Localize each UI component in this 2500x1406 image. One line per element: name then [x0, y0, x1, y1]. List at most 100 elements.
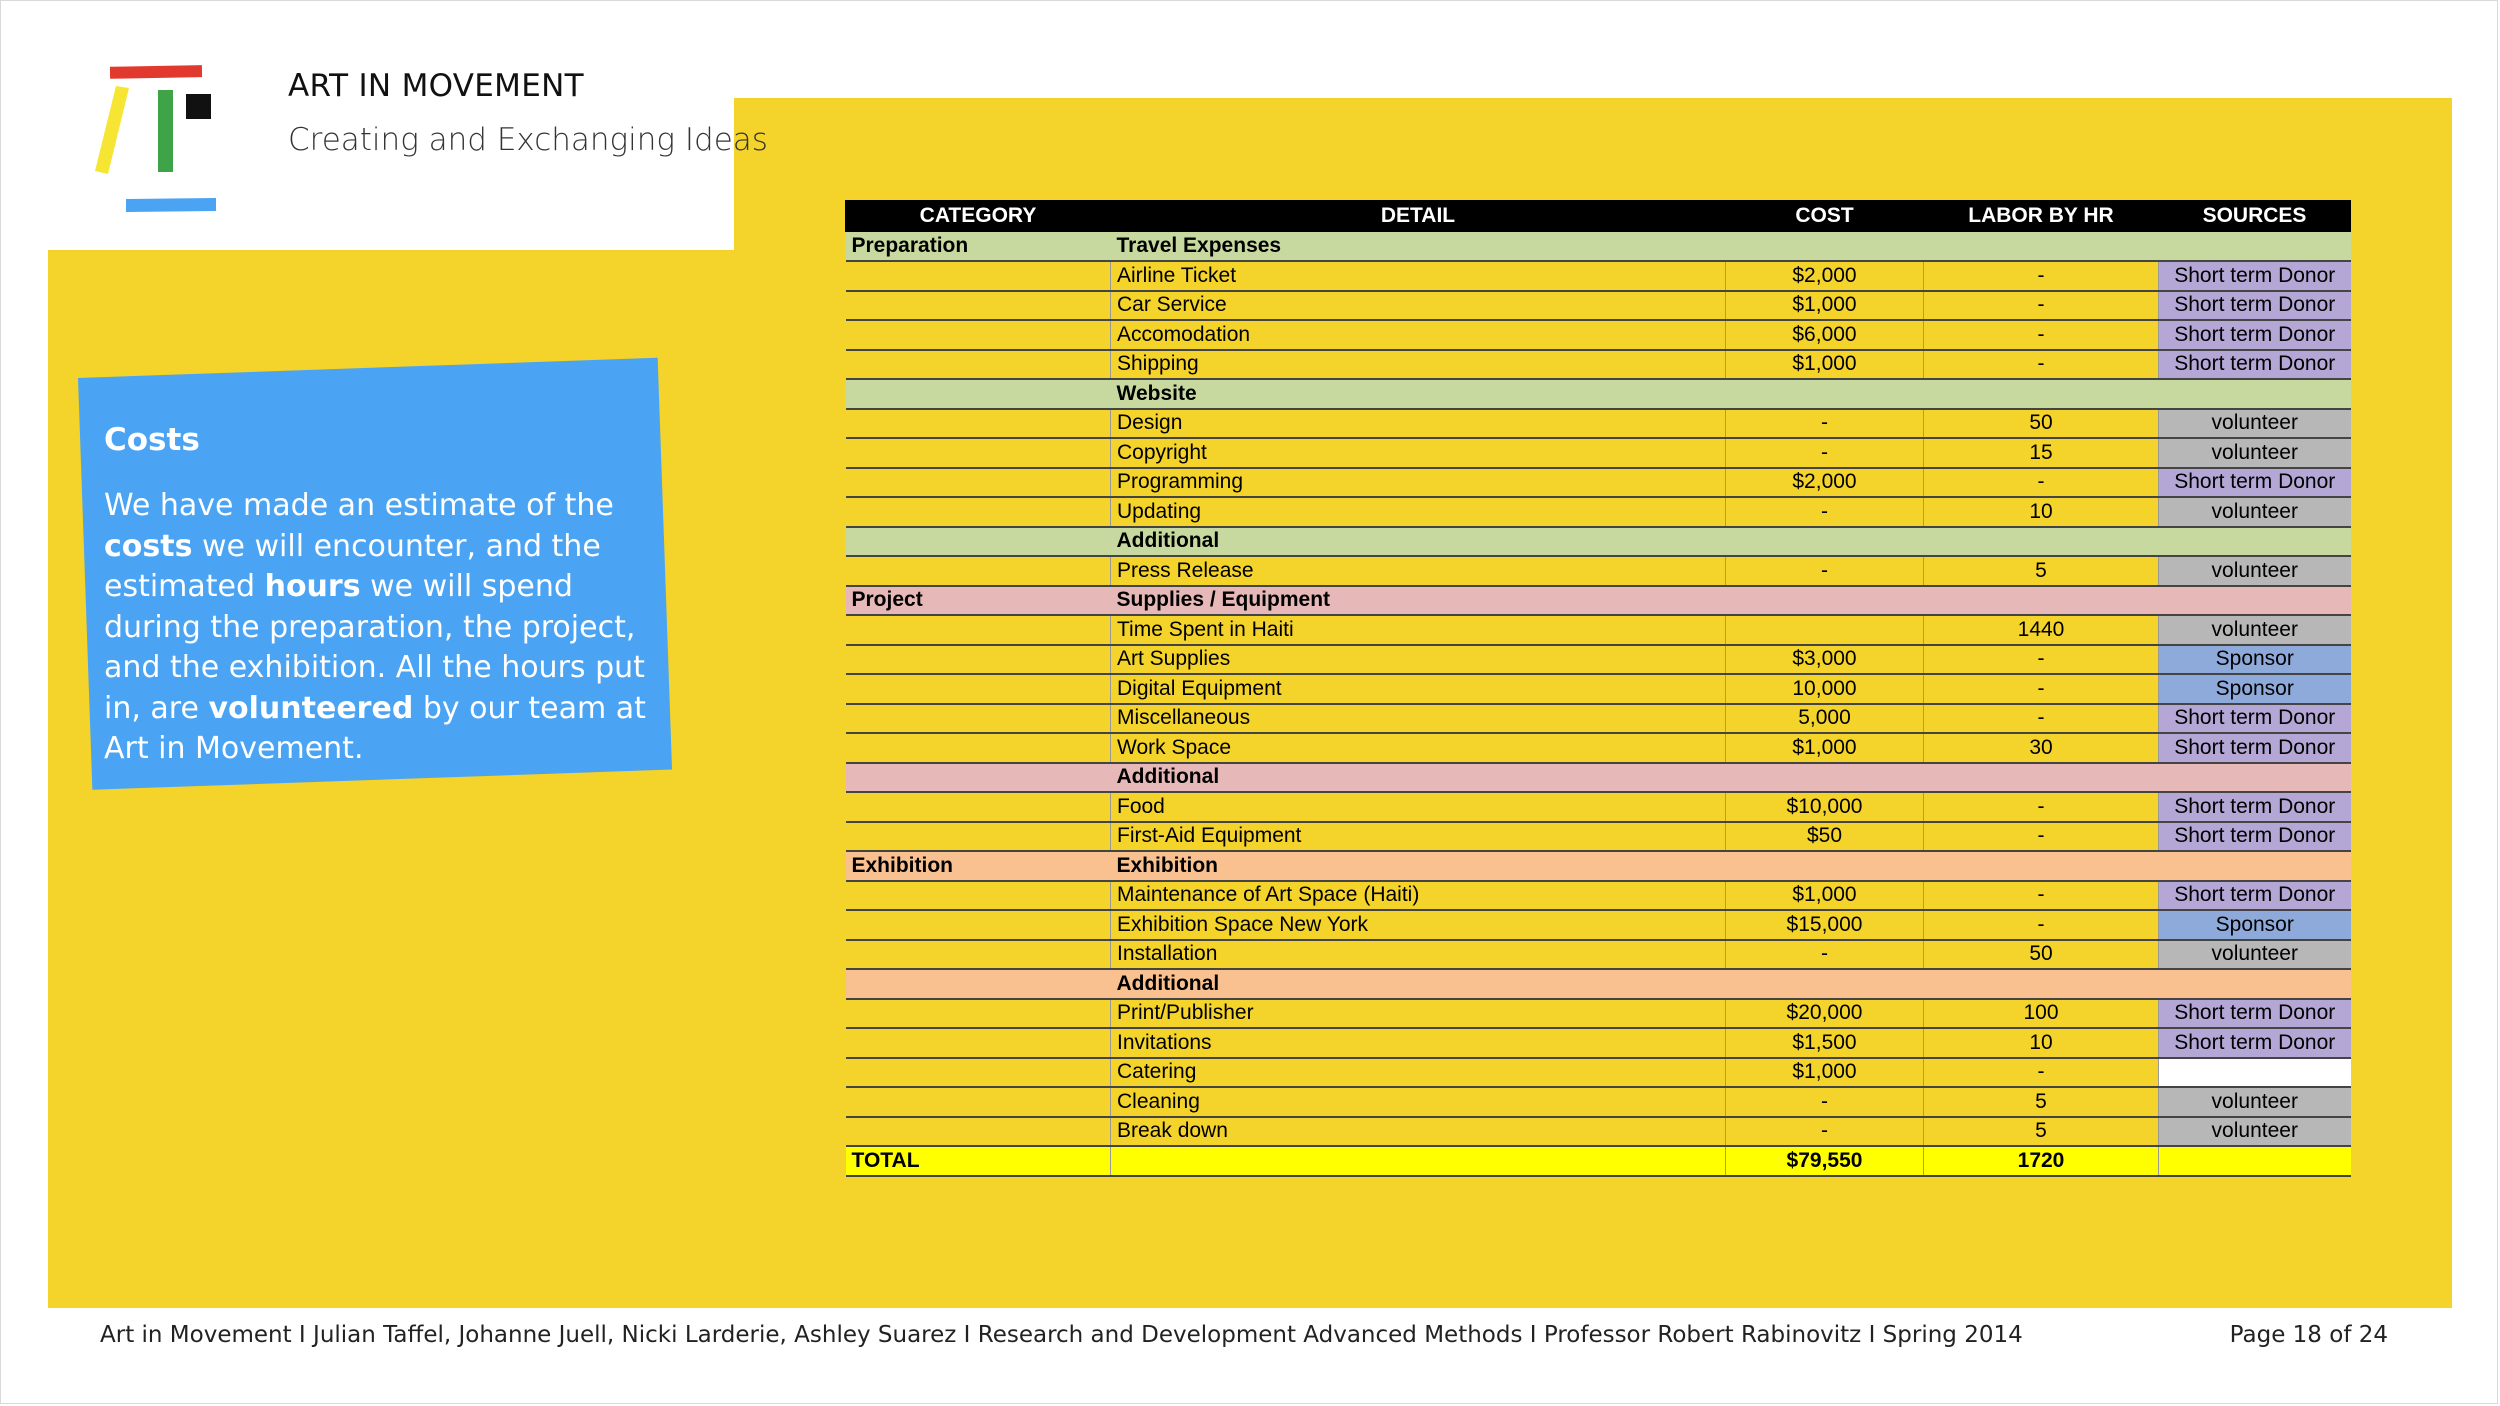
- cost-cell: $2,000: [1725, 261, 1924, 292]
- total-source-cell: [2158, 1146, 2351, 1177]
- column-header-labor: LABOR BY HR: [1923, 200, 2159, 232]
- labor-cell: -: [1923, 349, 2159, 380]
- source-cell: volunteer: [2158, 615, 2351, 646]
- group-source-cell: [2158, 851, 2351, 882]
- footer-credits: Art in Movement I Julian Taffel, Johanne…: [100, 1322, 2023, 1348]
- cost-cell: $6,000: [1725, 320, 1924, 351]
- detail-cell: Shipping: [1110, 349, 1726, 380]
- category-cell: [845, 379, 1111, 410]
- detail-cell: Installation: [1110, 939, 1726, 970]
- category-cell: [845, 733, 1111, 764]
- group-cost-cell: [1725, 762, 1924, 793]
- detail-cell: Airline Ticket: [1110, 261, 1726, 292]
- detail-cell: Food: [1110, 792, 1726, 823]
- table-row: Digital Equipment 10,000- Sponsor: [845, 674, 2351, 705]
- table-group-row: Additional: [845, 762, 2351, 793]
- source-cell: volunteer: [2158, 1116, 2351, 1147]
- detail-cell: Miscellaneous: [1110, 703, 1726, 734]
- detail-cell: First-Aid Equipment: [1110, 821, 1726, 852]
- table-row: Shipping $1,000- Short term Donor: [845, 349, 2351, 380]
- category-cell: [845, 762, 1111, 793]
- column-header-cost: COST: [1725, 200, 1924, 232]
- cost-cell: $1,500: [1725, 1028, 1924, 1059]
- labor-cell: -: [1923, 290, 2159, 321]
- costs-emphasis: costs: [104, 528, 193, 564]
- category-cell: [845, 703, 1111, 734]
- category-cell: [845, 644, 1111, 675]
- costs-text-segment: We have made an estimate of the: [104, 488, 614, 523]
- category-cell: [845, 998, 1111, 1029]
- group-title-cell: Additional: [1110, 969, 1726, 1000]
- labor-cell: 10: [1923, 1028, 2159, 1059]
- table-row: Programming $2,000- Short term Donor: [845, 467, 2351, 498]
- table-row: Catering $1,000-: [845, 1057, 2351, 1088]
- labor-cell: 50: [1923, 408, 2159, 439]
- source-cell: Short term Donor: [2158, 320, 2351, 351]
- group-cost-cell: [1725, 526, 1924, 557]
- table-row: Break down -5 volunteer: [845, 1116, 2351, 1147]
- cost-cell: -: [1725, 438, 1924, 469]
- labor-cell: -: [1923, 644, 2159, 675]
- detail-cell: Updating: [1110, 497, 1726, 528]
- table-row: Exhibition Space New York $15,000- Sponsor: [845, 910, 2351, 941]
- detail-cell: Cleaning: [1110, 1087, 1726, 1118]
- detail-cell: Car Service: [1110, 290, 1726, 321]
- labor-cell: 1440: [1923, 615, 2159, 646]
- table-row: First-Aid Equipment $50- Short term Donor: [845, 821, 2351, 852]
- group-cost-cell: [1725, 379, 1924, 410]
- source-cell: volunteer: [2158, 408, 2351, 439]
- table-group-row: Website: [845, 379, 2351, 410]
- labor-cell: 100: [1923, 998, 2159, 1029]
- costs-description: We have made an estimate of the costs we…: [104, 486, 664, 770]
- source-cell: Short term Donor: [2158, 998, 2351, 1029]
- category-cell: [845, 1116, 1111, 1147]
- group-labor-cell: [1923, 969, 2159, 1000]
- table-group-row: Project Supplies / Equipment: [845, 585, 2351, 616]
- group-labor-cell: [1923, 762, 2159, 793]
- table-group-row: Additional: [845, 526, 2351, 557]
- group-source-cell: [2158, 231, 2351, 262]
- cost-cell: -: [1725, 1087, 1924, 1118]
- costs-card: Costs We have made an estimate of the co…: [104, 422, 664, 770]
- detail-cell: Design: [1110, 408, 1726, 439]
- detail-cell: Programming: [1110, 467, 1726, 498]
- cost-cell: 5,000: [1725, 703, 1924, 734]
- group-title-cell: Additional: [1110, 762, 1726, 793]
- category-cell: [845, 1028, 1111, 1059]
- cost-cell: $50: [1725, 821, 1924, 852]
- labor-cell: 15: [1923, 438, 2159, 469]
- labor-cell: -: [1923, 880, 2159, 911]
- labor-cell: -: [1923, 910, 2159, 941]
- category-cell: Project: [845, 585, 1111, 616]
- group-source-cell: [2158, 762, 2351, 793]
- detail-cell: Exhibition Space New York: [1110, 910, 1726, 941]
- table-row: Art Supplies $3,000- Sponsor: [845, 644, 2351, 675]
- labor-cell: 30: [1923, 733, 2159, 764]
- labor-cell: -: [1923, 792, 2159, 823]
- group-title-cell: Travel Expenses: [1110, 231, 1726, 262]
- detail-cell: Break down: [1110, 1116, 1726, 1147]
- category-cell: [845, 408, 1111, 439]
- category-cell: [845, 939, 1111, 970]
- group-title-cell: Additional: [1110, 526, 1726, 557]
- category-cell: [845, 438, 1111, 469]
- costs-text-segment: we will encounter, and the estimated: [104, 528, 601, 605]
- group-cost-cell: [1725, 231, 1924, 262]
- detail-cell: Work Space: [1110, 733, 1726, 764]
- table-row: Updating -10 volunteer: [845, 497, 2351, 528]
- cost-cell: $10,000: [1725, 792, 1924, 823]
- category-cell: [845, 880, 1111, 911]
- cost-cell: -: [1725, 939, 1924, 970]
- detail-cell: Time Spent in Haiti: [1110, 615, 1726, 646]
- source-cell: Short term Donor: [2158, 703, 2351, 734]
- table-group-row: Preparation Travel Expenses: [845, 231, 2351, 262]
- total-label: TOTAL: [845, 1146, 1111, 1177]
- cost-cell: $15,000: [1725, 910, 1924, 941]
- source-cell: Short term Donor: [2158, 261, 2351, 292]
- category-cell: [845, 969, 1111, 1000]
- detail-cell: Print/Publisher: [1110, 998, 1726, 1029]
- cost-cell: $1,000: [1725, 290, 1924, 321]
- category-cell: [845, 320, 1111, 351]
- source-cell: Short term Donor: [2158, 290, 2351, 321]
- category-cell: [845, 349, 1111, 380]
